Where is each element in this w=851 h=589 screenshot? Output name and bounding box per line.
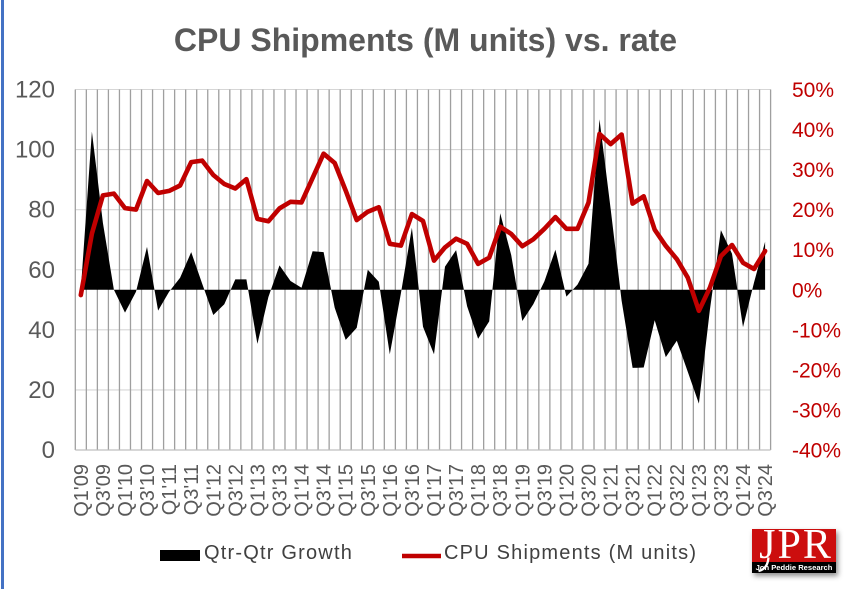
svg-text:Q3'21: Q3'21 [623,464,645,517]
svg-text:Q1'13: Q1'13 [247,464,269,517]
svg-text:40%: 40% [792,119,834,142]
svg-text:-40%: -40% [792,440,841,463]
svg-text:0: 0 [42,437,55,464]
svg-text:Q1'23: Q1'23 [689,464,711,517]
svg-text:Q1'09: Q1'09 [71,464,93,517]
svg-text:Q1'24: Q1'24 [733,464,755,517]
svg-text:Q3'18: Q3'18 [490,464,512,517]
svg-text:Q1'18: Q1'18 [468,464,490,517]
svg-text:-30%: -30% [792,400,841,423]
svg-text:20: 20 [28,377,55,404]
svg-text:20%: 20% [792,199,834,222]
svg-text:Q3'20: Q3'20 [579,464,601,517]
svg-text:Q3'11: Q3'11 [181,464,203,515]
svg-text:Q1'15: Q1'15 [336,464,358,517]
svg-text:Q3'17: Q3'17 [446,464,468,517]
svg-text:Q3'19: Q3'19 [534,464,556,517]
svg-text:Q1'16: Q1'16 [380,464,402,517]
svg-text:Q3'23: Q3'23 [711,464,733,517]
svg-text:40: 40 [28,317,55,344]
svg-text:Q3'09: Q3'09 [93,464,115,517]
svg-text:Q1'10: Q1'10 [115,464,137,517]
svg-text:-20%: -20% [792,359,841,382]
svg-text:-10%: -10% [792,319,841,342]
svg-text:60: 60 [28,257,55,284]
svg-text:Q1'12: Q1'12 [203,464,225,517]
svg-text:Q3'16: Q3'16 [402,464,424,517]
svg-text:Q1'21: Q1'21 [601,464,623,517]
svg-text:80: 80 [28,197,55,224]
svg-text:120: 120 [15,77,55,104]
svg-text:100: 100 [15,137,55,164]
svg-text:10%: 10% [792,239,834,262]
svg-text:30%: 30% [792,159,834,182]
svg-text:Q3'13: Q3'13 [270,464,292,517]
svg-text:Q3'14: Q3'14 [314,464,336,517]
svg-text:Qtr-Qtr Growth: Qtr-Qtr Growth [204,542,353,564]
svg-text:Q3'22: Q3'22 [667,464,689,517]
svg-text:Q1'20: Q1'20 [556,464,578,517]
svg-text:Q3'12: Q3'12 [225,464,247,517]
svg-text:Q1'14: Q1'14 [292,464,314,517]
svg-text:Q1'17: Q1'17 [424,464,446,517]
svg-text:0%: 0% [792,279,822,302]
svg-text:Q1'19: Q1'19 [512,464,534,517]
svg-text:50%: 50% [792,79,834,102]
svg-text:Q1'11: Q1'11 [159,464,181,515]
svg-text:Q3'24: Q3'24 [755,464,777,517]
svg-text:Q1'22: Q1'22 [645,464,667,517]
svg-text:Q3'15: Q3'15 [358,464,380,517]
svg-text:CPU Shipments (M units): CPU Shipments (M units) [444,542,697,564]
svg-text:Q3'10: Q3'10 [137,464,159,517]
